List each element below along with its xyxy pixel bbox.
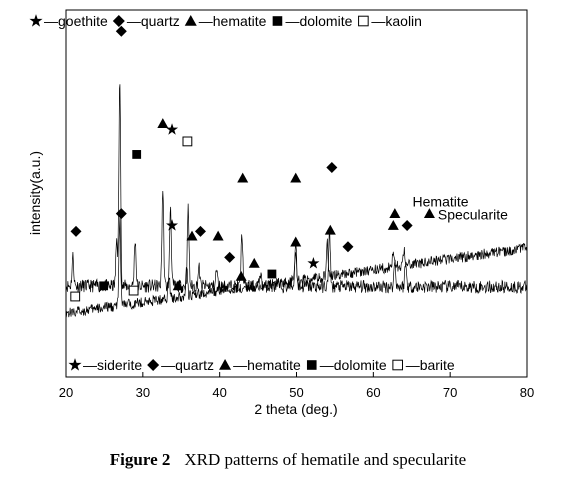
top-legend-entry: —hematite [199,13,267,29]
x-tick-label: 30 [136,385,150,400]
bottom-legend-entry: —hematite [233,357,301,373]
peak-marker-specularite-square-icon [267,269,277,279]
peak-marker-specularite-triangle-icon [235,270,247,281]
series-label-hematite: Hematite [413,194,469,210]
top-legend-entry: —dolomite [285,13,352,29]
bottom-legend-open-square-icon [392,359,403,371]
bottom-legend-entry: —dolomite [320,357,387,373]
peak-marker-hematite-diamond-icon [194,225,206,237]
peak-marker-hematite-triangle-icon [237,172,249,183]
x-axis-label: 2 theta (deg.) [254,401,337,417]
bottom-legend-entry: —siderite [83,357,142,373]
peak-marker-hematite-diamond-icon [115,25,127,37]
peak-marker-hematite-triangle-icon [157,118,169,129]
peak-marker-specularite-open-square-icon [128,285,139,296]
peak-marker-specularite-diamond-icon [342,241,354,253]
x-tick-label: 70 [443,385,457,400]
series-label-specularite: Specularite [438,207,508,223]
peak-marker-specularite-diamond-icon [115,208,127,220]
peak-marker-specularite-triangle-icon [290,236,302,247]
peak-marker-hematite-triangle-icon [389,208,401,219]
peak-marker-specularite-triangle-icon [172,280,184,291]
bottom-legend-entry: —quartz [161,357,214,373]
peak-marker-specularite-square-icon [99,281,109,291]
peak-marker-hematite-open-square-icon [182,136,193,147]
top-legend-triangle-icon [184,15,197,26]
peak-marker-hematite-diamond-icon [70,225,82,237]
top-legend-square-icon [272,16,283,26]
series-line-hematite [65,84,528,295]
x-tick-label: 20 [59,385,73,400]
peak-marker-hematite-square-icon [132,150,142,159]
top-legend-star-icon [29,14,43,27]
top-legend-open-square-icon [358,15,369,27]
bottom-legend-square-icon [306,360,317,370]
series-layer [65,84,528,319]
peak-marker-specularite-triangle-icon [387,219,399,230]
peak-marker-hematite-diamond-icon [326,161,338,173]
caption-number: Figure 2 [109,450,171,469]
top-legend-entry: —kaolin [371,13,422,29]
top-legend-diamond-icon [112,15,125,27]
bottom-legend-entry: —barite [406,357,455,373]
x-tick-label: 50 [289,385,303,400]
top-legend-entry: —quartz [127,13,180,29]
y-axis-label: intensity(a.u.) [27,151,43,235]
peak-marker-hematite-star-icon [166,123,179,135]
peak-marker-specularite-diamond-icon [401,219,413,231]
peak-marker-specularite-triangle-icon [324,224,336,235]
peak-marker-specularite-diamond-icon [224,251,236,263]
peak-marker-specularite-triangle-icon [186,230,198,241]
legend-layer: —goethite —quartz —hematite —dolomite —kaoli… [29,13,455,373]
plot-frame [65,9,528,378]
x-tick-label: 60 [366,385,380,400]
caption-text: XRD patterns of hematile and specularite [184,450,467,469]
x-tick-label: 40 [212,385,226,400]
x-tick-label: 80 [520,385,534,400]
top-legend: —goethite —quartz —hematite —dolomite —kaoli… [29,13,422,29]
bottom-legend-diamond-icon [147,359,160,371]
bottom-legend: —siderite —quartz —hematite —dolomite —barit… [68,357,455,373]
peak-marker-specularite-star-icon [307,257,320,269]
peak-marker-hematite-triangle-icon [423,208,435,219]
peak-marker-specularite-star-icon [166,219,179,231]
peak-marker-hematite-triangle-icon [212,230,224,241]
x-axis: 20 30 40 50 60 70 80 [59,372,534,400]
bottom-legend-triangle-icon [219,359,232,370]
peak-marker-hematite-triangle-icon [290,172,302,183]
series-line-specularite [65,216,528,319]
peak-marker-specularite-open-square-icon [70,291,81,302]
bottom-legend-star-icon [68,358,82,371]
top-legend-entry: —goethite [44,13,108,29]
figure-caption: Figure 2 XRD patterns of hematile and spe… [0,450,576,470]
peak-marker-specularite-triangle-icon [248,257,260,268]
